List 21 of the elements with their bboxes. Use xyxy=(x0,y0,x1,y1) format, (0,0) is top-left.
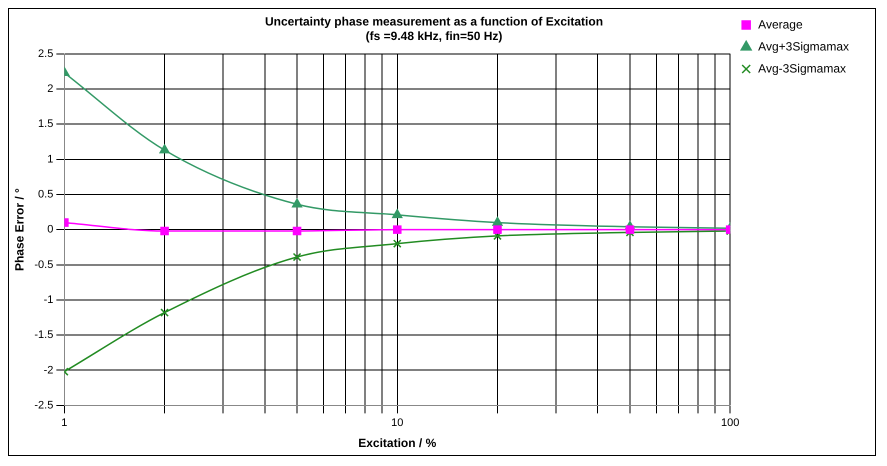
y-tick-label: 1.5 xyxy=(38,118,54,130)
y-tick-label: 0.5 xyxy=(38,188,54,200)
y-axis-title: Phase Error / ° xyxy=(12,188,27,272)
legend-label: Average xyxy=(758,17,803,32)
y-tick-label: 2 xyxy=(47,82,54,95)
x-tick-label: 1 xyxy=(61,417,68,430)
legend-label: Avg-3Sigmamax xyxy=(758,61,846,76)
y-tick-label: -1 xyxy=(44,294,54,306)
y-tick-label: 1 xyxy=(47,153,54,166)
x-tick-label: 100 xyxy=(720,417,740,430)
chart-title: Uncertainty phase measurement as a function of Excitation xyxy=(264,14,604,29)
legend-label: Avg+3Sigmamax xyxy=(758,39,849,54)
y-tick-label: -2 xyxy=(44,364,54,376)
y-tick-label: -1.5 xyxy=(34,329,54,342)
y-tick-label: -2.5 xyxy=(34,399,54,412)
y-tick-label: 0 xyxy=(47,224,54,236)
y-tick-label: -0.5 xyxy=(34,258,54,271)
x-axis-title: Excitation / % xyxy=(358,436,437,450)
chart-subtitle: (fs =9.48 kHz, fin=50 Hz) xyxy=(366,28,502,43)
y-tick-label: 2.5 xyxy=(38,48,54,60)
x-tick-label: 10 xyxy=(391,417,404,430)
